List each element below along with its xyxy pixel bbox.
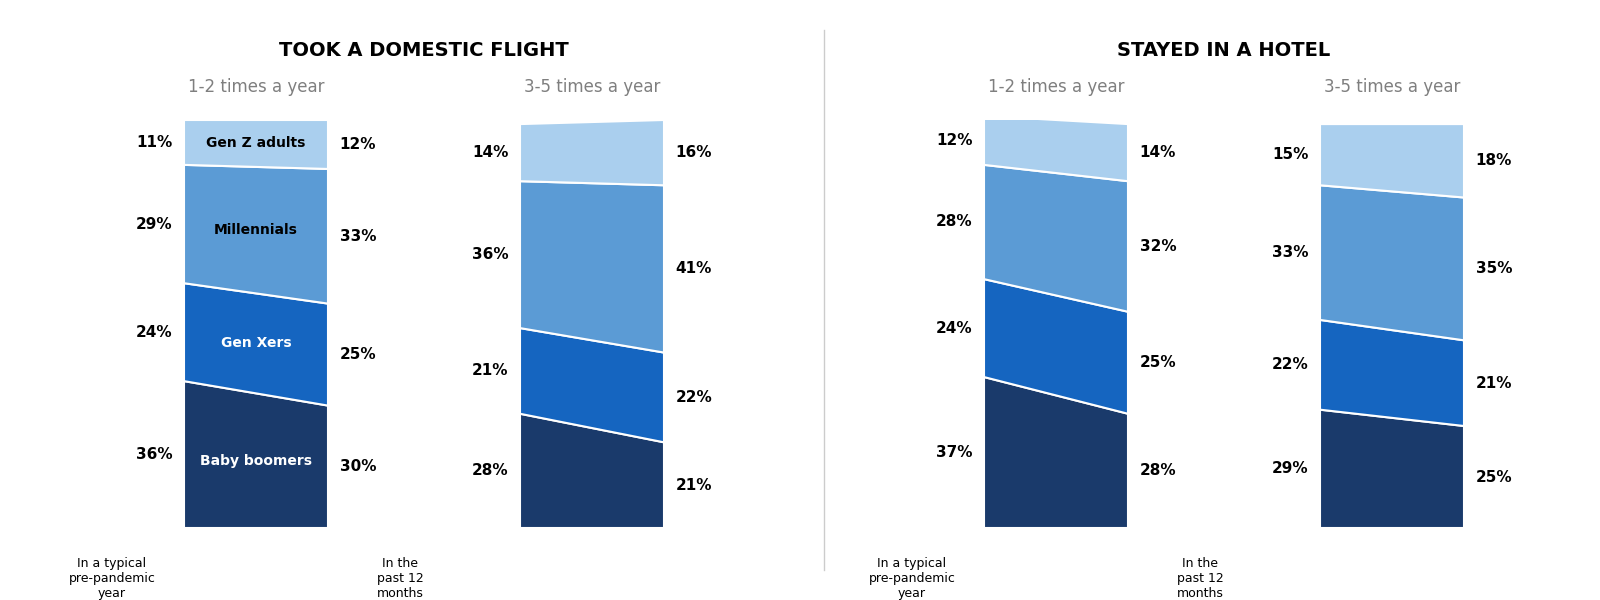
Text: 22%: 22%: [675, 390, 712, 405]
Polygon shape: [984, 165, 1128, 312]
Text: 1-2 times a year: 1-2 times a year: [987, 78, 1125, 96]
Polygon shape: [520, 414, 664, 528]
Text: 12%: 12%: [936, 133, 973, 148]
Text: 21%: 21%: [675, 478, 712, 493]
Text: 25%: 25%: [1139, 355, 1176, 370]
Polygon shape: [1320, 410, 1464, 528]
Text: 33%: 33%: [1272, 245, 1309, 260]
Polygon shape: [184, 283, 328, 406]
Text: 33%: 33%: [339, 229, 376, 244]
Text: Gen Z adults: Gen Z adults: [206, 136, 306, 151]
Polygon shape: [1320, 320, 1464, 426]
Text: 29%: 29%: [1272, 461, 1309, 476]
Text: Gen Xers: Gen Xers: [221, 337, 291, 350]
Text: 24%: 24%: [936, 320, 973, 335]
Text: In the
past 12
months: In the past 12 months: [1176, 557, 1224, 599]
Text: 41%: 41%: [675, 262, 712, 277]
Text: 3-5 times a year: 3-5 times a year: [523, 78, 661, 96]
Text: 11%: 11%: [136, 135, 173, 150]
Polygon shape: [1320, 185, 1464, 340]
Text: Baby boomers: Baby boomers: [200, 454, 312, 467]
Text: 30%: 30%: [339, 460, 376, 474]
Polygon shape: [1320, 124, 1464, 197]
Text: In the
past 12
months: In the past 12 months: [376, 557, 424, 599]
Text: In a typical
pre-pandemic
year: In a typical pre-pandemic year: [869, 557, 955, 599]
Text: 22%: 22%: [1272, 357, 1309, 372]
Text: 21%: 21%: [1475, 376, 1512, 391]
Text: 16%: 16%: [675, 145, 712, 160]
Text: 18%: 18%: [1475, 153, 1512, 168]
Polygon shape: [984, 377, 1128, 528]
Text: In a typical
pre-pandemic
year: In a typical pre-pandemic year: [69, 557, 155, 599]
Text: 15%: 15%: [1272, 147, 1309, 162]
Text: 21%: 21%: [472, 364, 509, 379]
Text: 35%: 35%: [1475, 262, 1512, 277]
Text: Millennials: Millennials: [214, 223, 298, 237]
Text: 29%: 29%: [136, 217, 173, 232]
Text: 37%: 37%: [936, 445, 973, 460]
Text: 12%: 12%: [339, 137, 376, 152]
Text: 24%: 24%: [136, 325, 173, 340]
Text: 1-2 times a year: 1-2 times a year: [187, 78, 325, 96]
Polygon shape: [984, 279, 1128, 414]
Polygon shape: [520, 120, 664, 185]
Text: 36%: 36%: [472, 247, 509, 262]
Text: 36%: 36%: [136, 447, 173, 462]
Polygon shape: [184, 165, 328, 304]
Text: 28%: 28%: [936, 214, 973, 229]
Text: 14%: 14%: [1139, 145, 1176, 160]
Polygon shape: [984, 116, 1128, 181]
Polygon shape: [520, 181, 664, 353]
Text: TOOK A DOMESTIC FLIGHT: TOOK A DOMESTIC FLIGHT: [278, 41, 570, 60]
Text: 32%: 32%: [1139, 239, 1176, 254]
Polygon shape: [184, 381, 328, 528]
Text: 28%: 28%: [1139, 463, 1176, 478]
Text: 3-5 times a year: 3-5 times a year: [1323, 78, 1461, 96]
Text: 25%: 25%: [1475, 469, 1512, 485]
Text: 25%: 25%: [339, 347, 376, 362]
Polygon shape: [520, 328, 664, 442]
Polygon shape: [184, 120, 328, 169]
Text: 28%: 28%: [472, 463, 509, 478]
Text: 14%: 14%: [472, 145, 509, 160]
Text: STAYED IN A HOTEL: STAYED IN A HOTEL: [1117, 41, 1331, 60]
